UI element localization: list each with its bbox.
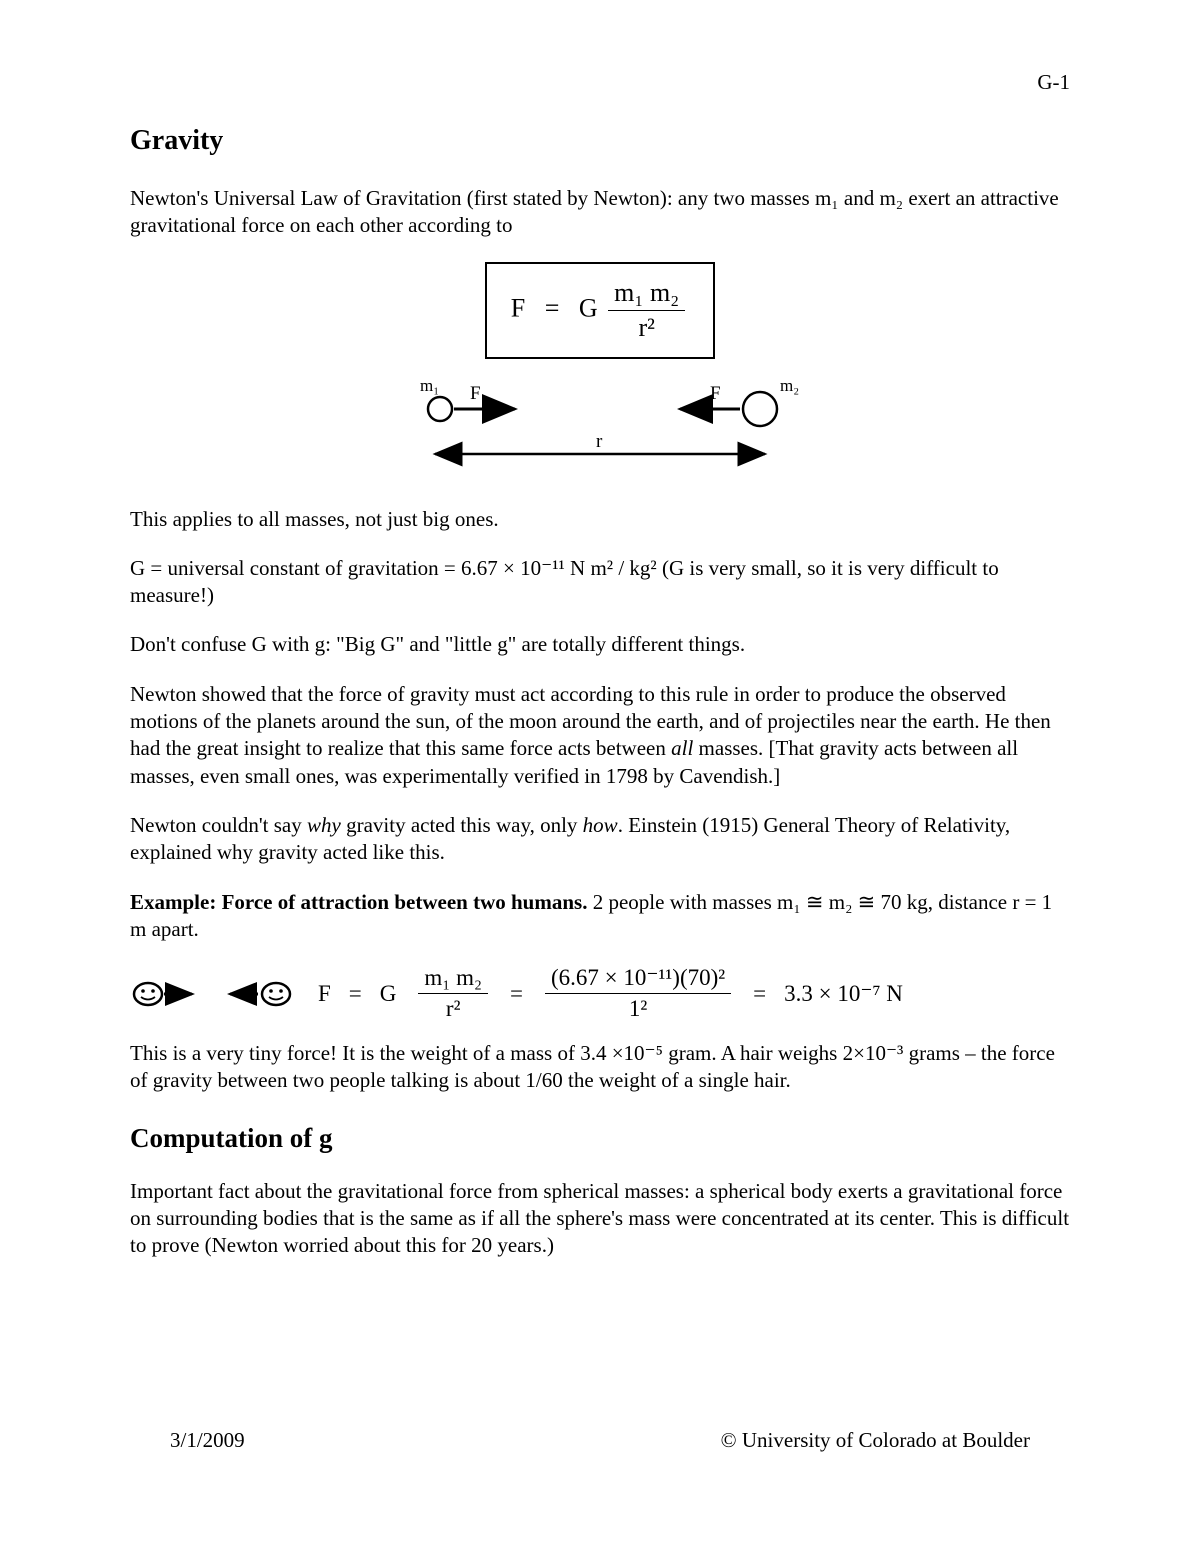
why-ital1: why <box>307 813 341 837</box>
eq-eq1: = <box>349 981 362 1007</box>
eq-G: G <box>380 981 397 1007</box>
formula-G: G <box>579 293 598 322</box>
newton-rule-paragraph: Newton showed that the force of gravity … <box>130 681 1070 790</box>
formula-box: F = G m₁ m₂ r² <box>485 262 716 359</box>
why-ital2: how <box>583 813 618 837</box>
formula-eq: = <box>545 293 560 322</box>
heading-computation: Computation of g <box>130 1123 1070 1154</box>
formula-fraction: m₁ m₂ r² <box>608 278 685 343</box>
formula-box-wrapper: F = G m₁ m₂ r² <box>130 262 1070 359</box>
mass-2-label: m₂ <box>780 376 799 395</box>
formula-den: r² <box>608 311 685 343</box>
eq-den2: 1² <box>545 994 731 1022</box>
masses-diagram: m₁ F m₂ F r <box>130 369 1070 484</box>
example-paragraph: Example: Force of attraction between two… <box>130 889 1070 944</box>
formula-num: m₁ m₂ <box>608 278 685 311</box>
force-left-label: F <box>470 383 481 404</box>
smiley-left <box>134 983 162 1005</box>
page: G-1 Gravity Newton's Universal Law of Gr… <box>0 0 1200 1553</box>
eq-F: F <box>318 981 331 1007</box>
mass-1-circle <box>428 397 452 421</box>
distance-label: r <box>596 431 603 452</box>
eq-num2: (6.67 × 10⁻¹¹)(70)² <box>545 965 731 994</box>
compute-paragraph: Important fact about the gravitational f… <box>130 1178 1070 1260</box>
newton-rule-all: all <box>671 736 693 760</box>
diagram-svg: m₁ F m₂ F r <box>380 369 820 479</box>
page-number: G-1 <box>1037 70 1070 95</box>
example-equation-row: F = G m₁ m₂ r² = (6.67 × 10⁻¹¹)(70)² 1² … <box>130 965 1070 1022</box>
why-mid: gravity acted this way, only <box>341 813 583 837</box>
smiley-right <box>262 983 290 1005</box>
formula-lhs: F <box>511 293 525 322</box>
example-bold: Example: Force of attraction between two… <box>130 890 587 914</box>
force-right-label: F <box>710 383 721 404</box>
why-paragraph: Newton couldn't say why gravity acted th… <box>130 812 1070 867</box>
g-constant-paragraph: G = universal constant of gravitation = … <box>130 555 1070 610</box>
confuse-paragraph: Don't confuse G with g: "Big G" and "lit… <box>130 631 1070 658</box>
eq-frac1: m₁ m₂ r² <box>418 965 488 1022</box>
eq-eq2: = <box>510 981 523 1007</box>
why-before: Newton couldn't say <box>130 813 307 837</box>
mass-1-label: m₁ <box>420 376 439 395</box>
eq-eq3: = <box>753 981 766 1007</box>
eq-result: 3.3 × 10⁻⁷ N <box>784 981 903 1007</box>
smiley-diagram-svg <box>130 974 300 1014</box>
heading-gravity: Gravity <box>130 125 1070 157</box>
mass-2-circle <box>743 392 777 426</box>
footer: 3/1/2009 © University of Colorado at Bou… <box>170 1428 1030 1453</box>
eq-frac2: (6.67 × 10⁻¹¹)(70)² 1² <box>545 965 731 1022</box>
eq-den1: r² <box>418 994 488 1022</box>
tinyforce-paragraph: This is a very tiny force! It is the wei… <box>130 1040 1070 1095</box>
footer-copyright: © University of Colorado at Boulder <box>721 1428 1030 1453</box>
applies-paragraph: This applies to all masses, not just big… <box>130 506 1070 533</box>
eq-num1: m₁ m₂ <box>418 965 488 994</box>
intro-paragraph: Newton's Universal Law of Gravitation (f… <box>130 185 1070 240</box>
footer-date: 3/1/2009 <box>170 1428 245 1453</box>
